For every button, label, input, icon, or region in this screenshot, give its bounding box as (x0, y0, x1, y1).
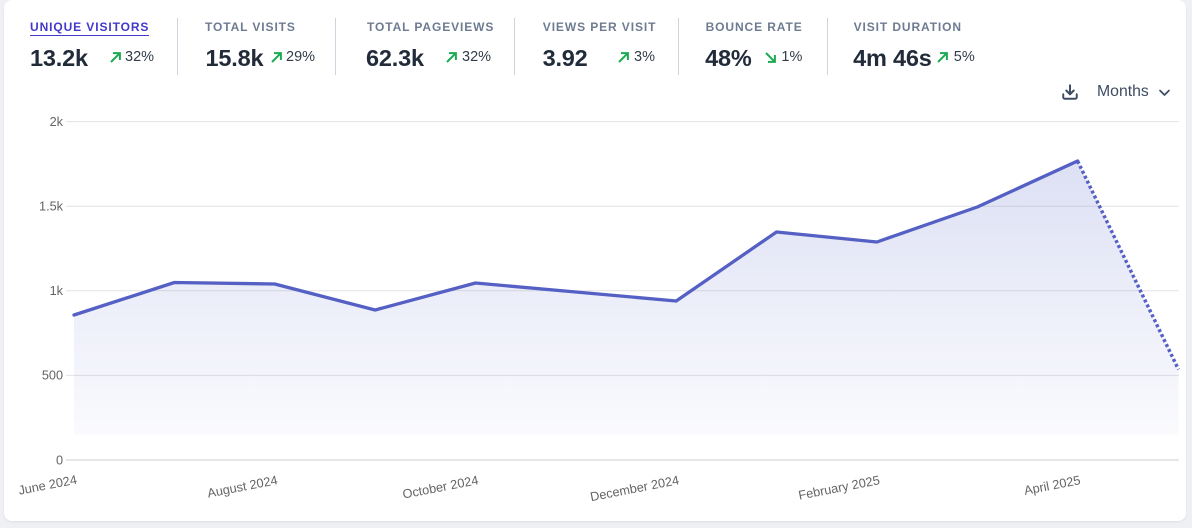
svg-text:October 2024: October 2024 (401, 473, 479, 501)
svg-text:1k: 1k (50, 284, 64, 298)
svg-text:June 2024: June 2024 (17, 473, 78, 498)
svg-text:2k: 2k (50, 115, 64, 129)
svg-text:December 2024: December 2024 (589, 473, 680, 504)
svg-text:1.5k: 1.5k (39, 200, 64, 214)
svg-text:February 2025: February 2025 (797, 473, 881, 502)
svg-text:500: 500 (42, 369, 63, 383)
svg-text:August 2024: August 2024 (206, 473, 279, 500)
svg-text:April 2025: April 2025 (1023, 473, 1082, 498)
svg-text:0: 0 (56, 453, 63, 467)
